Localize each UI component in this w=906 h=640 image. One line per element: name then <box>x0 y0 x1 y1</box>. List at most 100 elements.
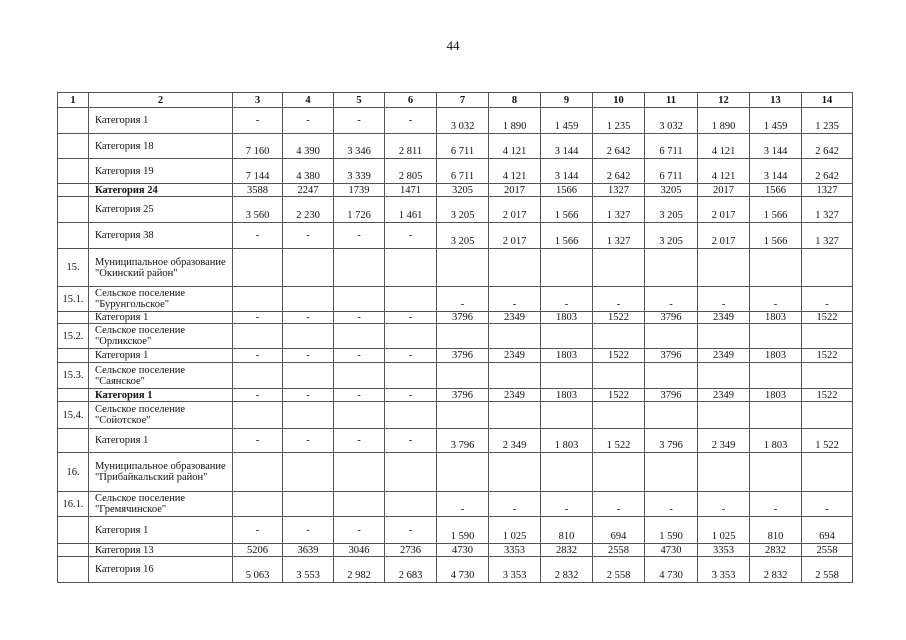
value-cell: 4730 <box>644 543 698 557</box>
column-header: 14 <box>801 92 853 108</box>
value-cell <box>333 362 385 389</box>
value-cell <box>333 452 385 492</box>
value-cell: 2 805 <box>384 158 437 184</box>
value-cell <box>384 248 437 287</box>
value-cell: 3205 <box>436 183 489 197</box>
value-cell: - <box>333 222 385 249</box>
table-row: Категория 24 3588 2247 1739 1471 3205 2017 1566… <box>57 183 853 197</box>
row-label: Категория 13 <box>88 543 233 557</box>
row-number <box>57 516 89 544</box>
row-number <box>57 348 89 363</box>
value-cell <box>282 362 334 389</box>
value-cell: 2 349 <box>697 428 750 453</box>
row-number: 15.1. <box>57 286 89 312</box>
table-row: Категория 16 5 063 3 553 2 982 2 683 4 730 3 3… <box>57 556 853 583</box>
column-header: 5 <box>333 92 385 108</box>
value-cell: 3 796 <box>436 428 489 453</box>
value-cell: 1522 <box>801 388 853 402</box>
row-label: Категория 25 <box>88 196 233 223</box>
value-cell: - <box>333 428 385 453</box>
value-cell: - <box>232 222 283 249</box>
row-number: 16.1. <box>57 491 89 517</box>
table-row: 15.2. Сельское поселение "Орликское" <box>57 323 853 349</box>
value-cell: 2 017 <box>488 196 541 223</box>
row-label: Категория 1 <box>88 428 233 453</box>
value-cell: 3 032 <box>436 107 489 134</box>
row-label: Категория 1 <box>88 107 233 134</box>
table-row: Категория 1- - - -3796 2349 1803 1522 3796 2349 1… <box>57 348 853 363</box>
row-number <box>57 388 89 402</box>
value-cell: 3796 <box>436 311 489 324</box>
value-cell: 3 346 <box>333 133 385 159</box>
value-cell: 3353 <box>488 543 541 557</box>
value-cell: 1803 <box>540 311 593 324</box>
value-cell: - <box>384 428 437 453</box>
header-row: 1 2 3 4 5 6 7 8 9 10 11 12 13 14 <box>57 92 853 108</box>
row-number: 15.3. <box>57 362 89 389</box>
value-cell: - <box>384 516 437 544</box>
value-cell: 3588 <box>232 183 283 197</box>
table-row: Категория 19 7 144 4 380 3 339 2 805 6 711 4 1… <box>57 158 853 184</box>
value-cell: 2 642 <box>801 133 853 159</box>
value-cell: 2 017 <box>697 222 750 249</box>
value-cell: - <box>232 311 283 324</box>
value-cell: 6 711 <box>644 133 698 159</box>
column-header: 3 <box>232 92 283 108</box>
value-cell: - <box>540 286 593 312</box>
value-cell: 810 <box>749 516 802 544</box>
value-cell <box>697 248 750 287</box>
value-cell: 1803 <box>749 388 802 402</box>
value-cell: 2 017 <box>697 196 750 223</box>
value-cell <box>333 491 385 517</box>
value-cell: - <box>540 491 593 517</box>
value-cell: 3796 <box>436 388 489 402</box>
column-header: 8 <box>488 92 541 108</box>
value-cell: - <box>333 516 385 544</box>
value-cell: - <box>232 516 283 544</box>
value-cell: 2349 <box>697 348 750 363</box>
value-cell <box>488 323 541 349</box>
value-cell <box>644 248 698 287</box>
value-cell <box>232 452 283 492</box>
value-cell: 1 235 <box>592 107 645 134</box>
value-cell: 3796 <box>436 348 489 363</box>
value-cell <box>282 248 334 287</box>
value-cell: 2 642 <box>801 158 853 184</box>
row-number <box>57 133 89 159</box>
value-cell <box>592 248 645 287</box>
value-cell: 3 144 <box>540 133 593 159</box>
row-number: 15.2. <box>57 323 89 349</box>
row-label: Сельское поселение "Орликское" <box>88 323 233 349</box>
value-cell <box>697 452 750 492</box>
value-cell <box>801 248 853 287</box>
value-cell: 4 390 <box>282 133 334 159</box>
value-cell <box>282 491 334 517</box>
value-cell: 1327 <box>592 183 645 197</box>
value-cell <box>697 401 750 429</box>
value-cell: 1522 <box>592 311 645 324</box>
value-cell: 2 832 <box>749 556 802 583</box>
value-cell: 1 590 <box>436 516 489 544</box>
value-cell: 5 063 <box>232 556 283 583</box>
value-cell <box>801 452 853 492</box>
value-cell: 1 566 <box>749 222 802 249</box>
value-cell <box>644 362 698 389</box>
value-cell: 1 890 <box>697 107 750 134</box>
value-cell <box>436 323 489 349</box>
value-cell <box>232 401 283 429</box>
value-cell: - <box>282 516 334 544</box>
value-cell <box>697 362 750 389</box>
value-cell: 3046 <box>333 543 385 557</box>
row-label: Сельское поселение "Гремячинское" <box>88 491 233 517</box>
value-cell: 1 327 <box>801 196 853 223</box>
value-cell <box>488 401 541 429</box>
value-cell: - <box>592 491 645 517</box>
value-cell: - <box>282 222 334 249</box>
table-row: Категория 1- - - -3796 2349 1803 1522 3796 2349 1… <box>57 311 853 324</box>
row-number: 15.4. <box>57 401 89 429</box>
value-cell <box>436 452 489 492</box>
value-cell: 3796 <box>644 348 698 363</box>
value-cell: - <box>232 428 283 453</box>
value-cell <box>540 323 593 349</box>
value-cell <box>232 323 283 349</box>
